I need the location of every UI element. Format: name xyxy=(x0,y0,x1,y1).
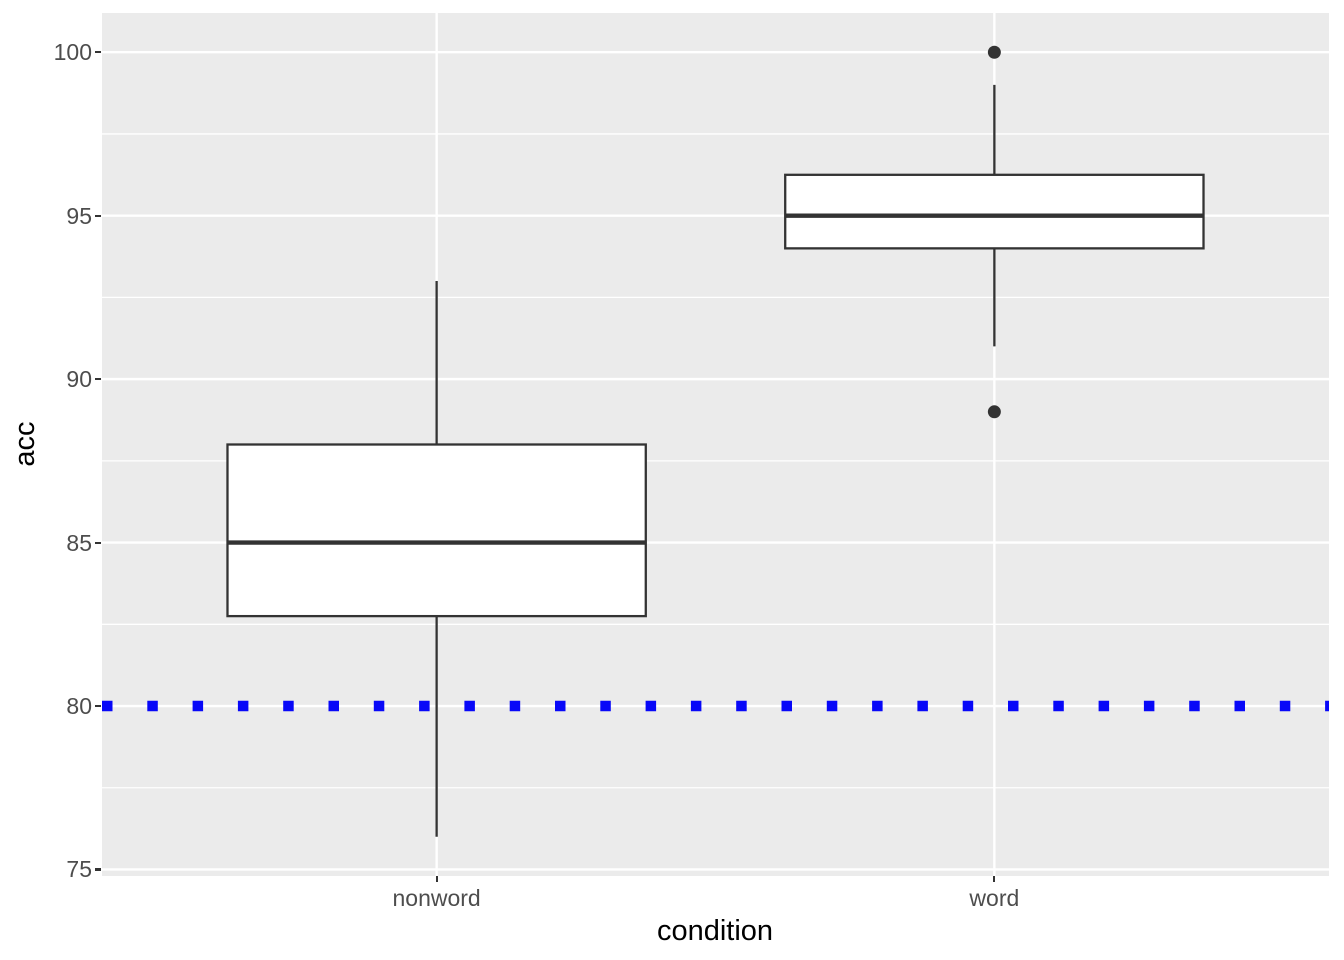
outlier-word-89 xyxy=(987,405,1001,419)
y-axis-title: acc xyxy=(9,421,41,467)
x-tick-mark-nonword xyxy=(435,876,438,882)
y-tick-mark-90 xyxy=(95,378,101,381)
y-tick-mark-75 xyxy=(95,868,101,871)
plot-area xyxy=(102,13,1329,876)
y-tick-label-100: 100 xyxy=(53,39,92,66)
box-nonword xyxy=(226,443,647,618)
y-tick-mark-85 xyxy=(95,541,101,544)
x-axis-title: condition xyxy=(656,915,774,947)
y-tick-label-95: 95 xyxy=(66,202,92,229)
box-word xyxy=(784,173,1205,250)
y-tick-label-75: 75 xyxy=(66,856,92,883)
outlier-word-100 xyxy=(987,45,1001,59)
y-tick-label-80: 80 xyxy=(66,693,92,719)
y-tick-mark-95 xyxy=(95,214,101,217)
y-tick-label-85: 85 xyxy=(66,529,92,556)
y-tick-mark-80 xyxy=(95,705,101,708)
plot-panel xyxy=(102,13,1329,876)
x-tick-mark-word xyxy=(993,876,996,882)
x-tick-label-word: word xyxy=(969,885,1020,911)
x-tick-label-nonword: nonword xyxy=(392,885,481,911)
y-tick-label-90: 90 xyxy=(66,366,92,393)
y-tick-mark-100 xyxy=(95,51,101,54)
